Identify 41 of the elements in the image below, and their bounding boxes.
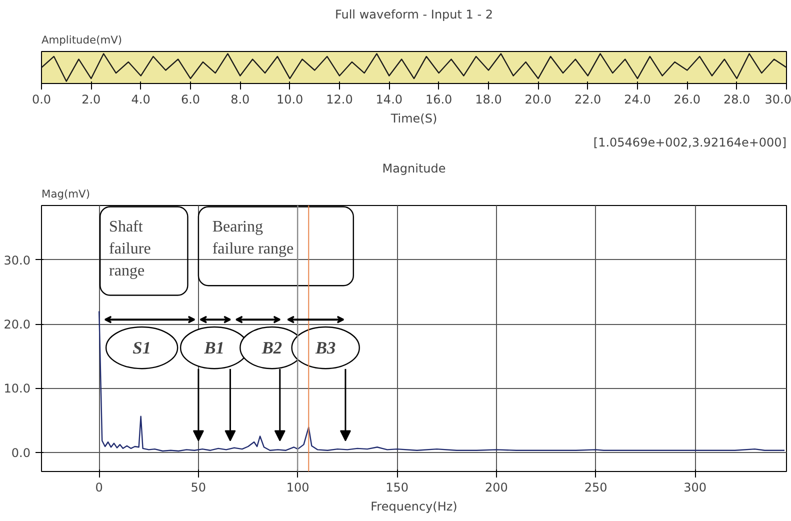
x-tick-label: 250 [584,480,608,494]
x-tick-label: 28.0 [723,92,750,106]
x-tick-label: 50 [190,480,206,494]
x-tick-label: 30.0 [764,92,791,106]
x-tick-label: 200 [484,480,508,494]
x-tick-label: 22.0 [574,92,602,106]
x-tick-label: 300 [684,480,707,494]
y-tick-label: 10.0 [4,382,30,396]
x-tick-label: 14.0 [376,92,403,106]
x-tick-label: 150 [386,480,409,494]
x-tick-label: 24.0 [624,92,651,106]
x-axis-title: Frequency(Hz) [370,500,458,514]
x-axis-title: Time(S) [390,112,438,126]
x-tick-label: 10.0 [276,92,304,106]
annotation: B3 [314,338,336,358]
x-tick-label: 26.0 [674,92,701,106]
annotation: B1 [203,338,224,358]
y-tick-label: 0.0 [11,446,31,460]
x-tick-label: 0.0 [32,92,52,106]
annotation: Bearing failure range [212,218,294,258]
y-axis-title: Amplitude(mV) [42,34,122,46]
x-tick-label: 4.0 [131,92,150,106]
x-tick-label: 100 [286,480,310,494]
x-tick-label: 6.0 [180,92,200,106]
x-tick-label: 20.0 [524,92,552,106]
line-series [98,310,786,452]
x-tick-label: 18.0 [475,92,502,106]
text: [1.05469e+002,3.92164e+000] [593,136,786,150]
annotation: B2 [260,338,282,358]
x-tick-label: 12.0 [326,92,353,106]
chart-title: Full waveform - Input 1 - 2 [334,8,494,22]
x-tick-label: 2.0 [82,92,101,106]
chart-title: Magnitude [382,162,446,176]
annotation: Shaft failure range [109,218,151,280]
x-tick-label: 0 [95,480,103,494]
y-axis-title: Mag(mV) [42,188,90,200]
annotation: S1 [132,338,151,358]
x-tick-label: 16.0 [425,92,452,106]
x-tick-label: 8.0 [230,92,250,106]
y-tick-label: 20.0 [4,318,30,332]
y-tick-label: 30.0 [4,253,30,268]
